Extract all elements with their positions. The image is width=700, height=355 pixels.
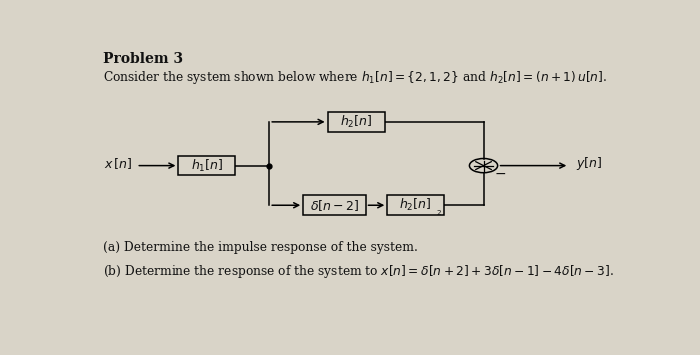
- Text: $h_2[n]$: $h_2[n]$: [400, 197, 432, 213]
- Text: $\delta[n-2]$: $\delta[n-2]$: [309, 198, 359, 213]
- Text: (a) Determine the impulse response of the system.: (a) Determine the impulse response of th…: [103, 241, 418, 254]
- FancyBboxPatch shape: [303, 195, 365, 215]
- Text: (b) Determine the response of the system to $x[n] = \delta[n+2] + 3\delta[n-1] -: (b) Determine the response of the system…: [103, 263, 614, 280]
- FancyBboxPatch shape: [328, 112, 384, 132]
- Text: $-$: $-$: [494, 166, 506, 180]
- FancyBboxPatch shape: [178, 156, 235, 175]
- Text: $x\,[n]$: $x\,[n]$: [104, 157, 132, 171]
- Text: $y[n]$: $y[n]$: [575, 155, 602, 173]
- Text: $h_1[n]$: $h_1[n]$: [190, 158, 223, 174]
- Text: $h_2[n]$: $h_2[n]$: [340, 114, 372, 130]
- Text: Consider the system shown below where $h_1[n] = \{2, 1, 2\}$ and $h_2[n] = (n+1): Consider the system shown below where $h…: [103, 69, 607, 86]
- Text: $_2$: $_2$: [436, 208, 442, 218]
- FancyBboxPatch shape: [387, 195, 444, 215]
- Text: Problem 3: Problem 3: [103, 52, 183, 66]
